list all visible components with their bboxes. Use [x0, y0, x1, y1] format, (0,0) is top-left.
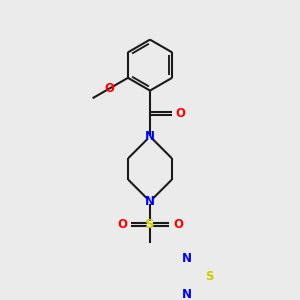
Text: N: N — [182, 288, 192, 300]
Text: O: O — [176, 107, 185, 120]
Text: N: N — [145, 130, 155, 143]
Text: N: N — [182, 252, 192, 265]
Text: S: S — [205, 270, 214, 283]
Text: O: O — [104, 82, 114, 95]
Text: O: O — [173, 218, 183, 231]
Text: O: O — [117, 218, 127, 231]
Text: N: N — [145, 195, 155, 208]
Text: S: S — [145, 218, 155, 231]
